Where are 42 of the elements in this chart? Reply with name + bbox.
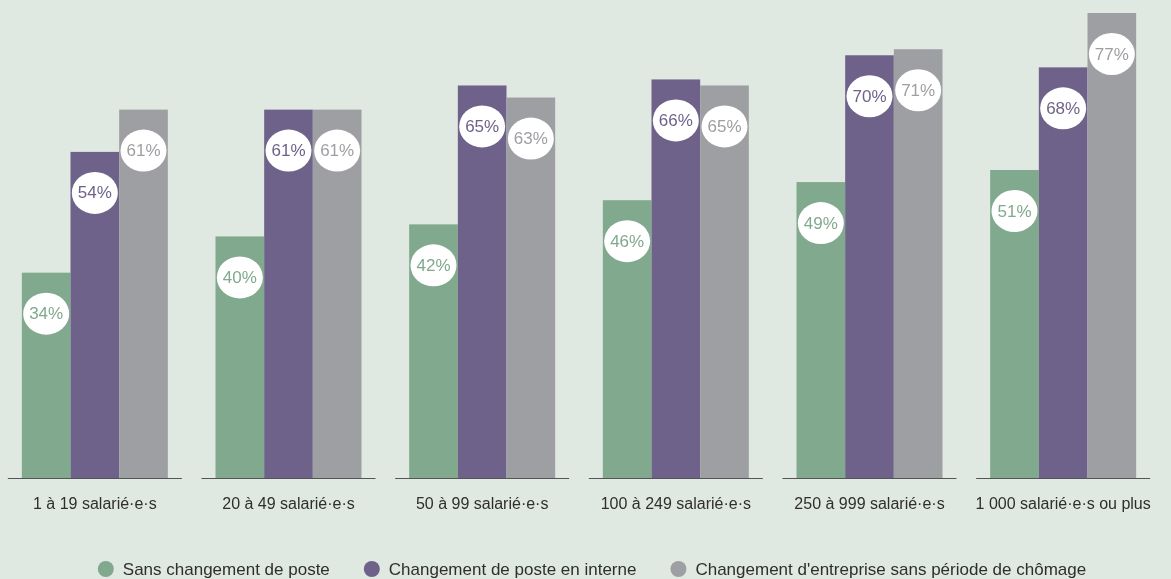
- x-tick-label: 20 à 49 salarié·e·s: [222, 494, 355, 512]
- bar: [700, 85, 749, 478]
- legend-label: Sans changement de poste: [122, 559, 330, 579]
- bar: [264, 109, 313, 478]
- data-label: 51%: [997, 201, 1032, 221]
- data-label: 71%: [901, 80, 936, 100]
- bar: [651, 79, 701, 478]
- data-label: 40%: [222, 267, 257, 287]
- data-label: 70%: [852, 86, 887, 106]
- data-label: 66%: [658, 110, 693, 130]
- data-label: 49%: [803, 213, 838, 233]
- bar: [119, 109, 168, 478]
- bar: [602, 200, 652, 478]
- data-label: 61%: [126, 141, 161, 161]
- data-label: 61%: [320, 141, 355, 161]
- data-label: 61%: [271, 141, 306, 161]
- x-tick-label: 1 000 salarié·e·s ou plus: [975, 494, 1151, 512]
- bar: [506, 97, 556, 478]
- x-tick-label: 250 à 999 salarié·e·s: [794, 494, 945, 512]
- data-label: 65%: [465, 116, 500, 136]
- data-label: 42%: [416, 255, 451, 275]
- x-tick-label: 1 à 19 salarié·e·s: [33, 494, 157, 512]
- legend-label: Changement d'entreprise sans période de chômage: [695, 559, 1087, 579]
- data-label: 54%: [77, 183, 112, 203]
- data-label: 63%: [513, 129, 548, 149]
- x-tick-label: 100 à 249 salarié·e·s: [600, 494, 751, 512]
- bar: [70, 151, 120, 478]
- data-label: 77%: [1094, 44, 1129, 64]
- bar: [893, 49, 943, 478]
- bar: [796, 182, 846, 478]
- data-label: 65%: [707, 116, 742, 136]
- bar: [845, 55, 894, 478]
- data-label: 34%: [29, 304, 64, 324]
- x-tick-label: 50 à 99 salarié·e·s: [415, 494, 549, 512]
- bar: [312, 109, 362, 478]
- bar: [1038, 67, 1088, 478]
- data-label: 46%: [610, 231, 645, 251]
- bar: [1087, 13, 1137, 478]
- bar: [990, 170, 1039, 478]
- legend-label: Changement de poste en interne: [388, 559, 637, 579]
- data-label: 68%: [1046, 98, 1081, 118]
- bar: [457, 85, 507, 478]
